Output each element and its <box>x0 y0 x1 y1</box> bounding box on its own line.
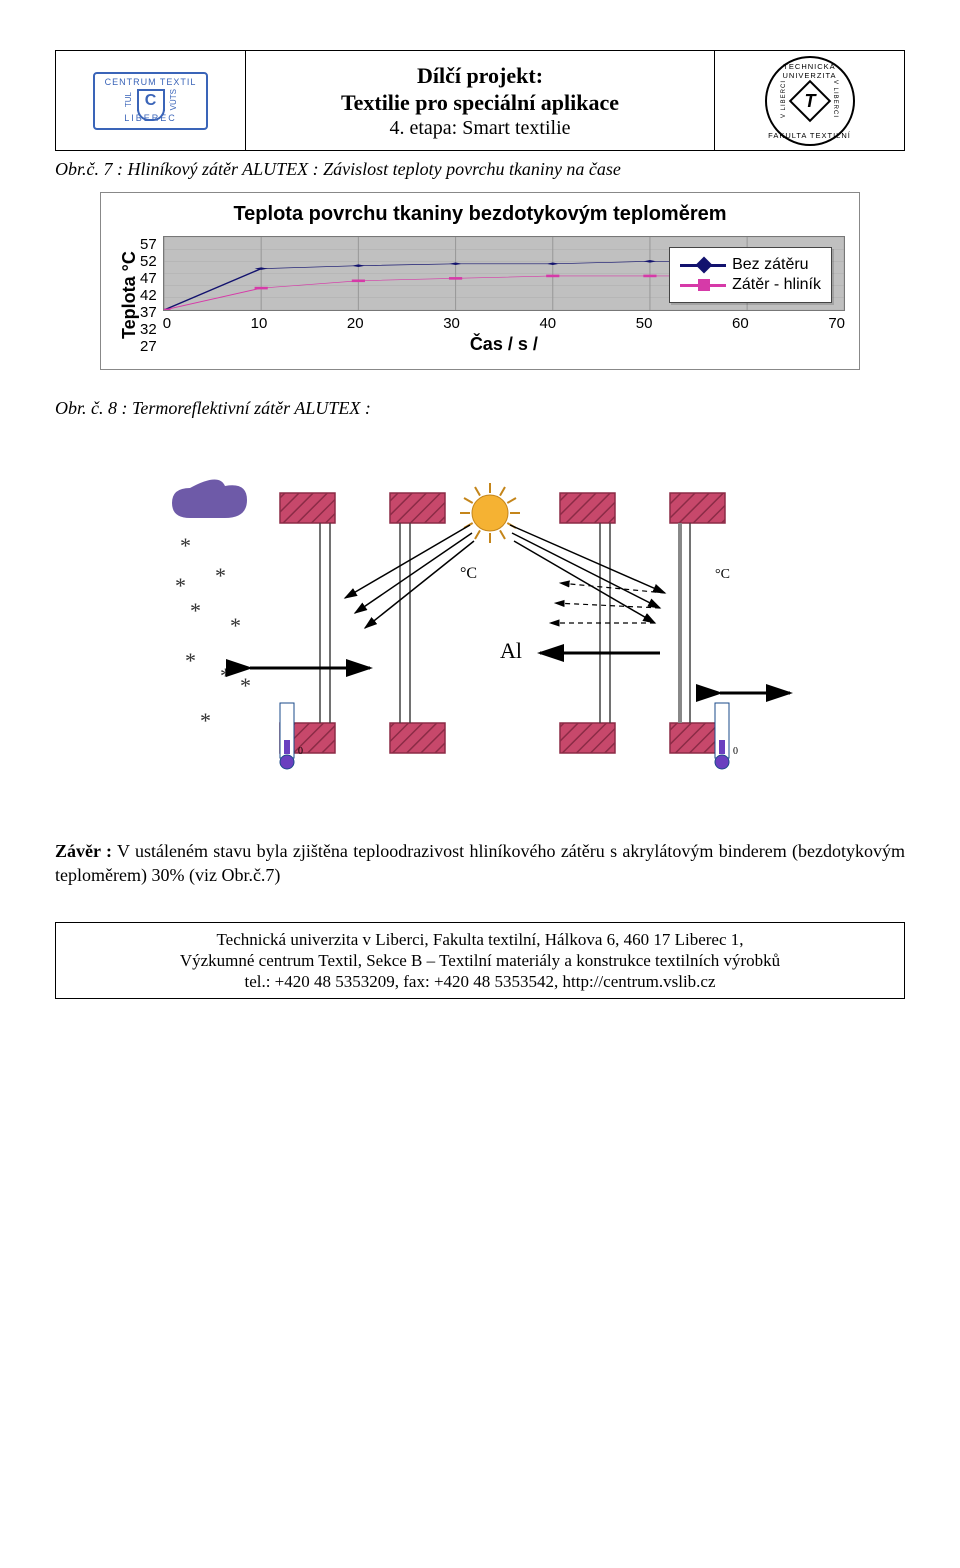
y-tick: 52 <box>140 253 157 270</box>
y-tick: 32 <box>140 321 157 338</box>
figure7-caption: Obr.č. 7 : Hliníkový zátěr ALUTEX : Závi… <box>55 159 905 180</box>
x-tick: 40 <box>539 315 556 332</box>
tul-inner-icon: T <box>788 79 830 121</box>
footer: Technická univerzita v Liberci, Fakulta … <box>55 922 905 1000</box>
logo-ct-right: VÚTS <box>169 89 178 110</box>
legend-label-1: Zátěr - hliník <box>732 276 821 294</box>
figure8-caption: Obr. č. 8 : Termoreflektivní zátěr ALUTE… <box>55 398 905 419</box>
logo-right-cell: TECHNICKÁ UNIVERZITA V LIBERCI V LIBERCI… <box>715 51 905 151</box>
x-tick: 50 <box>636 315 653 332</box>
footer-line-2: Výzkumné centrum Textil, Sekce B – Texti… <box>66 950 894 971</box>
tul-arc-right: V LIBERCI <box>832 79 838 117</box>
svg-text:°C: °C <box>715 567 730 582</box>
x-tick: 30 <box>443 315 460 332</box>
x-axis-label: Čas / s / <box>163 334 845 355</box>
y-tick: 57 <box>140 236 157 253</box>
svg-text:Al: Al <box>500 638 522 663</box>
header-title-2: Textilie pro speciální aplikace <box>252 89 708 117</box>
logo-ct-shield-icon: C <box>137 89 165 111</box>
x-tick: 10 <box>251 315 268 332</box>
tul-arc-bottom: FAKULTA TEXTILNÍ <box>768 131 851 140</box>
plot-area: Bez zátěru Zátěr - hliník <box>163 236 845 311</box>
conclusion-label: Závěr : <box>55 841 112 861</box>
y-axis-label: Teplota °C <box>115 236 140 355</box>
svg-text:0: 0 <box>733 746 738 757</box>
document-header: CENTRUM TEXTIL TUL C VÚTS LIBEREC Dílčí … <box>55 50 905 151</box>
tul-arc-top: TECHNICKÁ UNIVERZITA <box>767 62 853 80</box>
legend-item-1: Zátěr - hliník <box>680 276 821 294</box>
logo-left-cell: CENTRUM TEXTIL TUL C VÚTS LIBEREC <box>56 51 246 151</box>
header-title-cell: Dílčí projekt: Textilie pro speciální ap… <box>246 51 715 151</box>
svg-text:*: * <box>220 663 231 688</box>
chart-container: Teplota povrchu tkaniny bezdotykovým tep… <box>100 192 860 370</box>
legend-item-0: Bez zátěru <box>680 256 821 274</box>
x-tick: 20 <box>347 315 364 332</box>
svg-text:0: 0 <box>298 746 303 757</box>
figure8-illustration: *********°CAl°C00 <box>55 433 905 813</box>
y-ticks: 57524742373227 <box>140 236 163 355</box>
svg-text:°C: °C <box>460 565 477 582</box>
svg-text:*: * <box>175 573 186 598</box>
y-tick: 42 <box>140 287 157 304</box>
y-tick: 27 <box>140 338 157 355</box>
tul-logo: TECHNICKÁ UNIVERZITA V LIBERCI V LIBERCI… <box>765 56 855 146</box>
x-ticks: 0 10 20 30 40 50 60 70 <box>163 311 845 332</box>
x-tick: 70 <box>828 315 845 332</box>
y-tick: 37 <box>140 304 157 321</box>
centrum-textil-logo: CENTRUM TEXTIL TUL C VÚTS LIBEREC <box>93 72 209 130</box>
conclusion-body: V ustáleném stavu byla zjištěna teploodr… <box>55 841 905 885</box>
svg-text:*: * <box>190 598 201 623</box>
svg-text:*: * <box>185 648 196 673</box>
svg-text:*: * <box>240 673 251 698</box>
header-subtitle: 4. etapa: Smart textilie <box>252 117 708 140</box>
chart-legend: Bez zátěru Zátěr - hliník <box>669 247 832 303</box>
svg-text:*: * <box>200 708 211 733</box>
logo-ct-top: CENTRUM TEXTIL <box>105 77 197 87</box>
tul-arc-left: V LIBERCI <box>781 79 787 117</box>
x-tick: 60 <box>732 315 749 332</box>
legend-label-0: Bez zátěru <box>732 256 808 274</box>
chart-title: Teplota povrchu tkaniny bezdotykovým tep… <box>115 203 845 226</box>
footer-line-1: Technická univerzita v Liberci, Fakulta … <box>66 929 894 950</box>
x-tick: 0 <box>163 315 171 332</box>
header-title-1: Dílčí projekt: <box>252 62 708 90</box>
logo-ct-left: TUL <box>124 92 133 107</box>
svg-text:*: * <box>230 613 241 638</box>
y-tick: 47 <box>140 270 157 287</box>
svg-text:*: * <box>215 563 226 588</box>
svg-text:*: * <box>180 533 191 558</box>
illustration-svg: *********°CAl°C00 <box>160 433 800 813</box>
conclusion: Závěr : V ustáleném stavu byla zjištěna … <box>55 839 905 888</box>
footer-line-3: tel.: +420 48 5353209, fax: +420 48 5353… <box>66 971 894 992</box>
